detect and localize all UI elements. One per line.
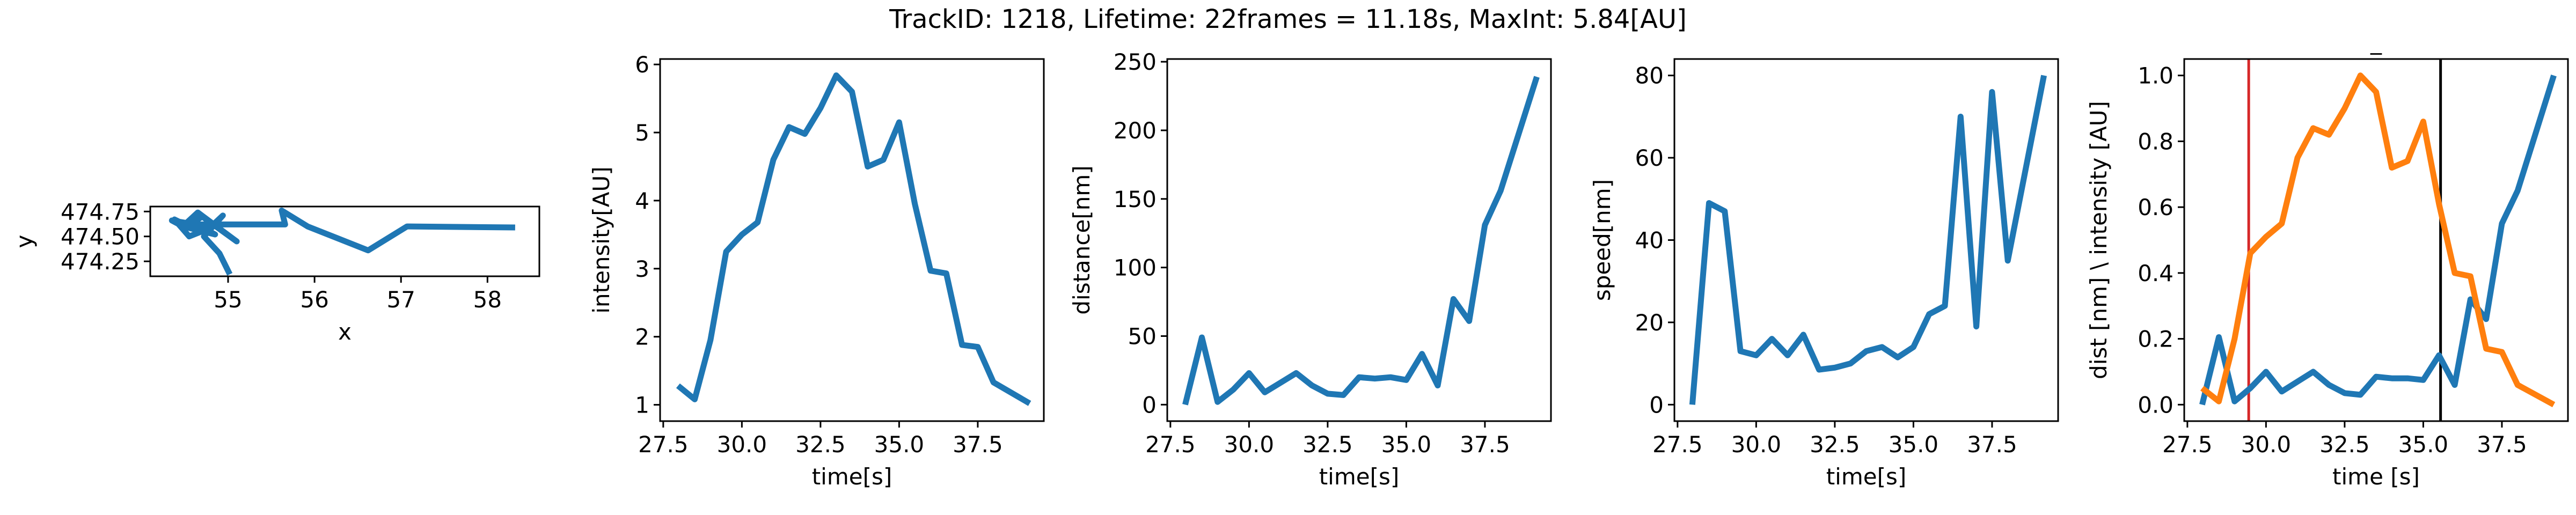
x-tick-label: 32.5 bbox=[795, 431, 846, 458]
x-tick-label: 35.0 bbox=[874, 431, 925, 458]
axes-frame bbox=[2183, 58, 2569, 422]
y-tick-label: 2 bbox=[635, 324, 649, 350]
x-tick-label: 27.5 bbox=[1145, 431, 1196, 458]
chart-5: 27.5 30.0 32.5 35.0 37.5 0.0 0.2 0.4 0.6 0.8 1.0 ti… bbox=[2085, 28, 2569, 490]
y-axis-label: y bbox=[11, 235, 38, 248]
y-axis-label: dist [nm] \ intensity [AU] bbox=[2085, 101, 2112, 379]
x-tick-label: 37.5 bbox=[1967, 431, 2017, 458]
y-axis-label: speed[nm] bbox=[1589, 179, 1615, 301]
y-axis-label: intensity[AU] bbox=[588, 166, 614, 313]
x-tick-label: 56 bbox=[300, 286, 328, 313]
figure-suptitle: TrackID: 1218, Lifetime: 22frames = 11.1… bbox=[889, 4, 1687, 34]
y-tick-label: 40 bbox=[1635, 227, 1664, 254]
y-tick-label: 50 bbox=[1128, 323, 1157, 349]
y-tick-label: 3 bbox=[635, 256, 649, 282]
y-tick-label: 0 bbox=[1142, 392, 1157, 418]
x-axis-label: time[s] bbox=[812, 464, 892, 490]
x-tick-label: 32.5 bbox=[1302, 431, 1353, 458]
axes-frame bbox=[1166, 58, 1552, 422]
y-tick-label: 20 bbox=[1635, 310, 1664, 336]
x-tick-label: 35.0 bbox=[1381, 431, 1432, 458]
y-tick-label: 0 bbox=[1649, 392, 1664, 418]
x-tick-label: 37.5 bbox=[1460, 431, 1510, 458]
series-line-1 bbox=[169, 207, 515, 276]
x-tick-label: 30.0 bbox=[1224, 431, 1275, 458]
x-tick-label: 57 bbox=[386, 286, 415, 313]
y-tick-label: 80 bbox=[1635, 63, 1664, 89]
x-axis-label: time[s] bbox=[1826, 464, 1907, 490]
y-tick-label: 6 bbox=[635, 52, 649, 78]
y-tick-label: 1.0 bbox=[2138, 63, 2174, 89]
series-line-1 bbox=[676, 72, 1031, 406]
axes-frame bbox=[659, 58, 1045, 422]
y-tick-label: 5 bbox=[635, 120, 649, 146]
x-tick-label: 35.0 bbox=[2398, 431, 2449, 458]
chart-3: 27.5 30.0 32.5 35.0 37.5 0 50 100 150 200 250 time[… bbox=[1069, 49, 1552, 490]
y-axis-label: distance[nm] bbox=[1069, 165, 1095, 314]
x-axis-label: x bbox=[338, 319, 352, 345]
series-line-1 bbox=[1182, 76, 1540, 406]
x-tick-label: 37.5 bbox=[953, 431, 1003, 458]
x-tick-label: 27.5 bbox=[2162, 431, 2213, 458]
x-tick-label: 30.0 bbox=[2241, 431, 2292, 458]
x-axis-label: time[s] bbox=[1319, 464, 1400, 490]
y-tick-label: 474.75 bbox=[61, 198, 140, 225]
axes-frame bbox=[1673, 58, 2059, 422]
x-axis-label: time [s] bbox=[2332, 464, 2420, 490]
x-tick-label: 32.5 bbox=[1810, 431, 1860, 458]
x-tick-label: 30.0 bbox=[1731, 431, 1782, 458]
y-tick-label: 0.4 bbox=[2138, 260, 2174, 286]
y-tick-label: 100 bbox=[1114, 255, 1157, 281]
subplot-title: _ bbox=[2370, 28, 2382, 55]
y-tick-label: 474.25 bbox=[61, 248, 140, 275]
x-tick-label: 37.5 bbox=[2477, 431, 2527, 458]
x-tick-label: 58 bbox=[473, 286, 502, 313]
y-tick-label: 4 bbox=[635, 188, 649, 214]
x-tick-label: 35.0 bbox=[1889, 431, 1939, 458]
y-tick-label: 0.2 bbox=[2138, 326, 2174, 352]
x-tick-label: 30.0 bbox=[717, 431, 767, 458]
y-tick-label: 474.50 bbox=[61, 224, 140, 250]
y-tick-label: 0.6 bbox=[2138, 194, 2174, 220]
y-tick-label: 150 bbox=[1114, 186, 1157, 212]
chart-4: 27.5 30.0 32.5 35.0 37.5 0 20 40 60 80 time[s] spee… bbox=[1589, 58, 2059, 490]
y-tick-label: 1 bbox=[635, 392, 649, 418]
y-tick-label: 250 bbox=[1114, 49, 1157, 75]
x-tick-label: 27.5 bbox=[1652, 431, 1703, 458]
y-tick-label: 0.0 bbox=[2138, 392, 2174, 418]
series-line-2 bbox=[2200, 72, 2556, 408]
x-tick-label: 32.5 bbox=[2319, 431, 2370, 458]
y-tick-label: 0.8 bbox=[2138, 128, 2174, 154]
axes-frame bbox=[149, 205, 540, 277]
series-line-1 bbox=[1689, 75, 2047, 405]
x-tick-label: 55 bbox=[214, 286, 242, 313]
y-tick-label: 60 bbox=[1635, 145, 1664, 171]
chart-2: 27.5 30.0 32.5 35.0 37.5 1 2 3 4 5 6 time[s] intensi… bbox=[588, 52, 1045, 490]
x-tick-label: 27.5 bbox=[638, 431, 689, 458]
y-tick-label: 200 bbox=[1114, 117, 1157, 144]
